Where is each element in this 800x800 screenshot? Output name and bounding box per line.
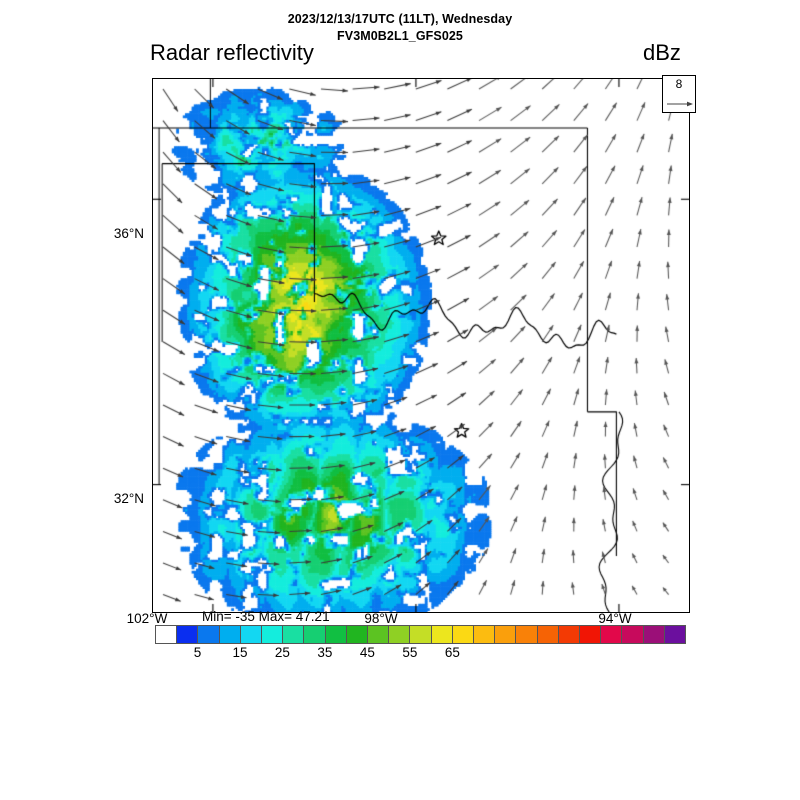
minmax-annotation: Min= -35 Max= 47.21: [202, 609, 330, 624]
colorbar-tick-15: 15: [232, 645, 248, 660]
colorbar-cell-9: [346, 626, 369, 643]
colorbar-cell-3: [219, 626, 241, 643]
axis-label-lat-32: 32°N: [113, 491, 144, 506]
colorbar-tick-25: 25: [274, 645, 290, 660]
colorbar-tick-45: 45: [359, 645, 375, 660]
colorbar-cell-2: [198, 626, 220, 643]
colorbar-tick-labels: 5 15 25 35 45 55 65: [155, 645, 686, 663]
colorbar-cell-5: [262, 626, 284, 643]
colorbar-tick-35: 35: [317, 645, 333, 660]
colorbar-cell-23: [643, 626, 665, 643]
colorbar-cell-8: [325, 626, 347, 643]
unit-label: dBz: [643, 40, 681, 65]
colorbar-tick-5: 5: [193, 645, 202, 660]
colorbar-cell-12: [410, 626, 432, 643]
colorbar-cell-22: [622, 626, 644, 643]
reference-vector-value: 8: [675, 77, 683, 91]
colorbar-cell-18: [537, 626, 559, 643]
axis-label-lon-102: 102°W: [126, 611, 168, 626]
axis-label-lat-36: 36°N: [113, 226, 144, 241]
colorbar-cell-14: [452, 626, 475, 643]
colorbar-cell-15: [474, 626, 496, 643]
page-title: Radar reflectivity: [150, 40, 314, 65]
colorbar-cell-1: [177, 626, 199, 643]
colorbar-cell-13: [431, 626, 453, 643]
colorbar-cell-4: [240, 626, 263, 643]
colorbar-tick-65: 65: [444, 645, 460, 660]
header-model: FV3M0B2L1_GFS025: [337, 29, 463, 43]
reference-vector-box: 8: [662, 75, 696, 113]
colorbar-cell-17: [516, 626, 538, 643]
colorbar-tick-55: 55: [402, 645, 418, 660]
colorbar: [155, 625, 686, 644]
axis-label-lon-94: 94°W: [598, 611, 632, 626]
colorbar-cell-20: [580, 626, 602, 643]
axis-label-lon-98: 98°W: [364, 611, 398, 626]
colorbar-cell-16: [495, 626, 517, 643]
colorbar-cell-7: [304, 626, 326, 643]
colorbar-cell-0: [156, 626, 178, 643]
colorbar-cell-10: [368, 626, 390, 643]
colorbar-cell-24: [664, 626, 686, 643]
colorbar-cell-21: [601, 626, 623, 643]
radar-reflectivity-map: [152, 78, 690, 613]
colorbar-cell-11: [389, 626, 411, 643]
right-arrow-icon: [667, 101, 693, 107]
colorbar-cell-19: [558, 626, 581, 643]
colorbar-cell-6: [283, 626, 305, 643]
header-datetime: 2023/12/13/17UTC (11LT), Wednesday: [287, 12, 513, 26]
